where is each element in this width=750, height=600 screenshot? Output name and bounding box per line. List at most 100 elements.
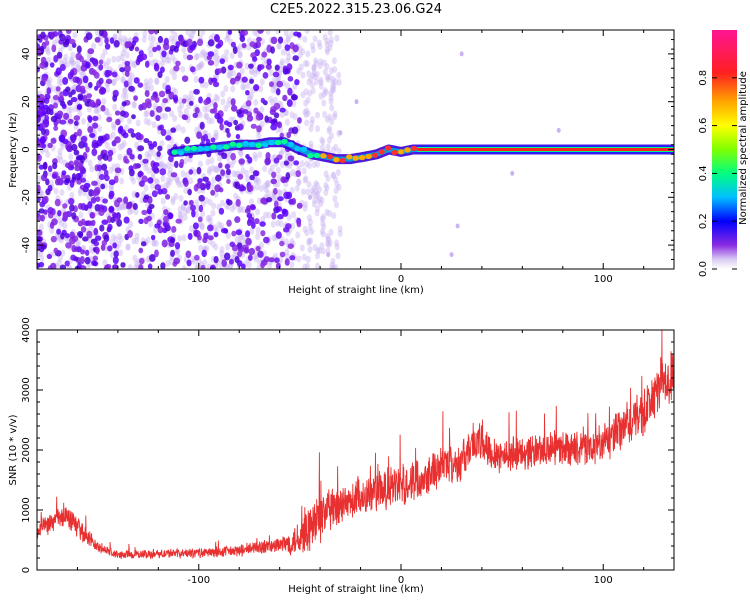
ridge-blob (255, 142, 262, 149)
noise-point (128, 165, 134, 172)
noise-point-faint (249, 68, 255, 76)
noise-point (150, 95, 156, 101)
noise-point (272, 118, 278, 124)
noise-point (49, 109, 54, 116)
noise-point-faint (311, 64, 317, 72)
noise-point (78, 231, 83, 239)
noise-point-faint (315, 197, 321, 205)
noise-point-faint (223, 85, 229, 93)
noise-point-faint (308, 140, 314, 148)
noise-point-faint (143, 184, 149, 192)
noise-point (279, 240, 285, 247)
noise-point (189, 44, 196, 51)
colorbar-tick-label: 0.4 (698, 165, 709, 181)
noise-point-faint (53, 187, 59, 195)
noise-point-faint (327, 30, 333, 37)
noise-point-faint (177, 206, 183, 214)
noise-point (291, 126, 299, 135)
noise-point (239, 185, 247, 192)
noise-point (150, 234, 156, 241)
noise-point-faint (144, 151, 150, 159)
ridge-blob (184, 146, 191, 152)
noise-point (55, 86, 61, 92)
noise-point (286, 63, 293, 71)
noise-point-faint (289, 261, 295, 269)
noise-point-faint (149, 40, 155, 48)
noise-point-faint (209, 157, 215, 165)
noise-point (198, 76, 205, 84)
noise-point (106, 116, 113, 123)
noise-point (73, 120, 79, 126)
noise-point (112, 264, 119, 269)
noise-point-faint (306, 78, 312, 86)
noise-point (264, 157, 271, 166)
noise-point-faint (310, 42, 316, 50)
noise-point-faint (314, 70, 320, 78)
noise-point (39, 136, 46, 144)
noise-point-faint (118, 34, 124, 42)
noise-point (226, 178, 231, 185)
noise-point-faint (131, 100, 137, 108)
noise-point-faint (333, 143, 339, 151)
noise-point-faint (203, 112, 209, 120)
noise-point-faint (128, 220, 134, 228)
noise-point (50, 115, 58, 123)
noise-point (56, 110, 64, 117)
noise-point-faint (110, 233, 116, 241)
noise-point-faint (319, 227, 325, 235)
noise-point (277, 196, 284, 202)
noise-point-faint (258, 85, 264, 93)
colorbar-tick-label: 0.2 (698, 213, 709, 229)
noise-point-faint (143, 83, 149, 91)
noise-point-faint (257, 151, 263, 159)
noise-point (187, 232, 193, 240)
noise-point (236, 61, 243, 69)
noise-point-faint (306, 70, 312, 78)
noise-point (129, 153, 135, 160)
noise-point (71, 173, 77, 181)
noise-point-faint (56, 259, 62, 267)
noise-point-faint (135, 119, 141, 127)
noise-point-faint (142, 30, 148, 38)
noise-point (98, 209, 105, 217)
noise-point-faint (70, 59, 76, 67)
noise-point-faint (259, 78, 265, 86)
noise-point-faint (330, 79, 336, 87)
noise-point-faint (230, 85, 236, 93)
noise-point-faint (269, 164, 275, 172)
noise-point (236, 260, 243, 267)
noise-point-faint (123, 92, 129, 100)
noise-point-faint (193, 75, 199, 83)
noise-point-faint (241, 206, 247, 214)
noise-point-faint (223, 104, 229, 112)
noise-point-faint (163, 182, 169, 190)
noise-point-faint (324, 63, 330, 71)
noise-point (213, 255, 219, 264)
noise-point-faint (254, 183, 260, 191)
noise-point (270, 36, 278, 45)
noise-point-faint (328, 228, 334, 236)
noise-point-faint (182, 213, 188, 221)
noise-point (170, 249, 175, 257)
noise-point-faint (219, 245, 225, 253)
noise-point-faint (85, 263, 91, 269)
noise-point-faint (310, 190, 316, 198)
noise-point-faint (103, 62, 109, 70)
noise-point (273, 102, 281, 110)
noise-point-faint (326, 241, 332, 249)
noise-point-faint (161, 55, 167, 63)
noise-point (194, 254, 200, 261)
noise-point (232, 46, 238, 55)
noise-point-faint (313, 78, 319, 86)
noise-point-faint (67, 44, 73, 52)
noise-point-faint (131, 61, 137, 69)
noise-point-faint (134, 232, 140, 240)
noise-point-faint (318, 82, 324, 90)
noise-point (92, 189, 98, 197)
noise-point (132, 163, 139, 170)
noise-point (120, 262, 126, 268)
noise-point (271, 171, 277, 179)
noise-point-faint (68, 153, 74, 161)
noise-point (213, 231, 219, 238)
noise-point (115, 118, 121, 126)
